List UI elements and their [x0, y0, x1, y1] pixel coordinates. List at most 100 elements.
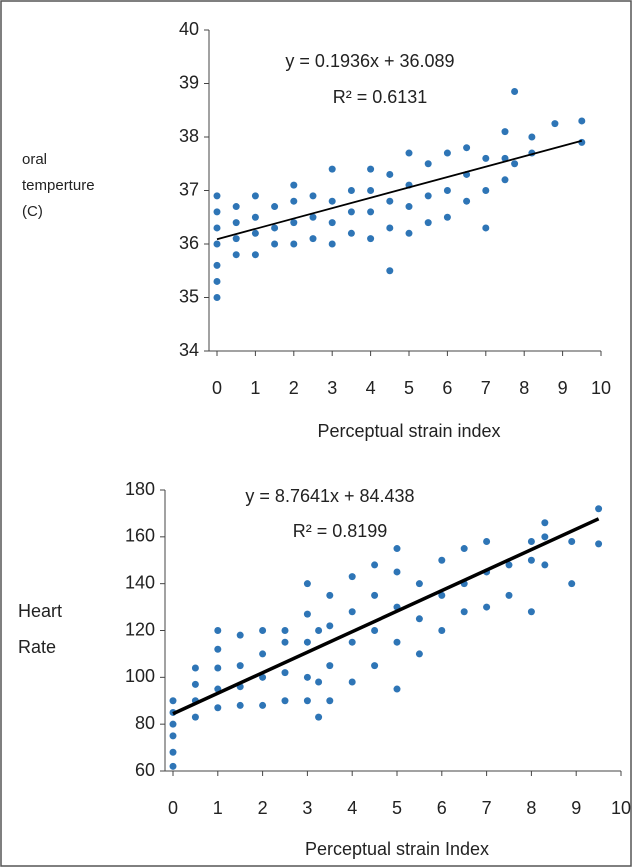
point — [424, 160, 432, 168]
point — [443, 149, 451, 157]
point — [326, 622, 334, 630]
point — [541, 519, 549, 527]
x-tick-label: 10 — [591, 378, 611, 398]
point — [169, 697, 177, 705]
annotation: R² = 0.6131 — [333, 87, 428, 107]
point — [303, 580, 311, 588]
point — [415, 580, 423, 588]
point — [511, 88, 519, 96]
point — [438, 556, 446, 564]
x-tick-label: 5 — [392, 798, 402, 818]
point — [309, 213, 317, 221]
point — [367, 187, 375, 194]
point — [303, 673, 311, 681]
y-tick-label: 60 — [135, 760, 155, 780]
point — [568, 580, 576, 588]
point — [348, 638, 356, 646]
point — [251, 229, 259, 237]
point — [328, 240, 336, 248]
point — [460, 545, 468, 553]
point — [501, 176, 509, 184]
x-tick-label: 6 — [437, 798, 447, 818]
point — [259, 701, 267, 709]
x-tick-label: 4 — [347, 798, 357, 818]
point — [326, 697, 334, 705]
annotation: y = 8.7641x + 84.438 — [245, 486, 414, 506]
point — [315, 678, 323, 686]
point — [443, 213, 451, 221]
point — [326, 591, 334, 599]
x-tick-label: 1 — [213, 798, 223, 818]
point — [367, 208, 375, 216]
trendline — [172, 517, 600, 716]
point — [501, 128, 509, 136]
point — [505, 591, 513, 599]
point — [259, 673, 267, 681]
point — [386, 197, 394, 205]
point — [214, 627, 222, 634]
point — [405, 149, 413, 157]
point — [281, 697, 289, 705]
point — [213, 224, 221, 232]
point — [393, 638, 401, 646]
point — [386, 267, 394, 275]
point — [483, 538, 491, 546]
point — [371, 591, 379, 599]
y-tick-label: 120 — [125, 619, 155, 639]
point — [214, 645, 222, 653]
annotation: R² = 0.8199 — [293, 521, 388, 541]
x-tick-label: 8 — [526, 798, 536, 818]
point — [251, 213, 259, 221]
point — [393, 568, 401, 576]
point — [386, 224, 394, 232]
point — [271, 203, 279, 211]
y-tick-label: 180 — [125, 479, 155, 499]
point — [463, 144, 471, 152]
y-tick-label: 40 — [179, 19, 199, 39]
point — [213, 261, 221, 269]
point — [424, 219, 432, 227]
point — [595, 505, 603, 513]
point — [405, 203, 413, 211]
y-tick-label: 35 — [179, 286, 199, 306]
x-tick-label: 5 — [404, 378, 414, 398]
point — [232, 251, 240, 259]
point — [527, 608, 535, 616]
point — [213, 294, 221, 301]
point — [303, 638, 311, 646]
point — [290, 219, 298, 227]
point — [541, 533, 549, 541]
point — [169, 748, 177, 756]
point — [371, 627, 379, 634]
point — [303, 610, 311, 618]
x-tick-label: 2 — [258, 798, 268, 818]
point — [191, 680, 199, 688]
annotation: y = 0.1936x + 36.089 — [285, 51, 454, 71]
point — [271, 240, 279, 248]
x-tick-label: 6 — [442, 378, 452, 398]
point — [232, 235, 240, 243]
point — [259, 627, 267, 634]
point — [191, 664, 199, 672]
point — [438, 591, 446, 599]
point — [214, 664, 222, 672]
point — [415, 650, 423, 658]
point — [505, 561, 513, 569]
x-axis-label: Perceptual strain index — [317, 421, 500, 441]
y-tick-label: 39 — [179, 72, 199, 92]
point — [438, 627, 446, 634]
x-tick-label: 10 — [611, 798, 631, 818]
point — [348, 608, 356, 616]
point — [578, 117, 586, 125]
x-tick-label: 0 — [212, 378, 222, 398]
point — [415, 615, 423, 623]
point — [551, 120, 559, 128]
point — [328, 197, 336, 205]
point — [527, 556, 535, 564]
point — [371, 662, 379, 670]
x-axis-label: Perceptual strain Index — [305, 839, 489, 859]
x-tick-label: 8 — [519, 378, 529, 398]
x-tick-label: 4 — [366, 378, 376, 398]
